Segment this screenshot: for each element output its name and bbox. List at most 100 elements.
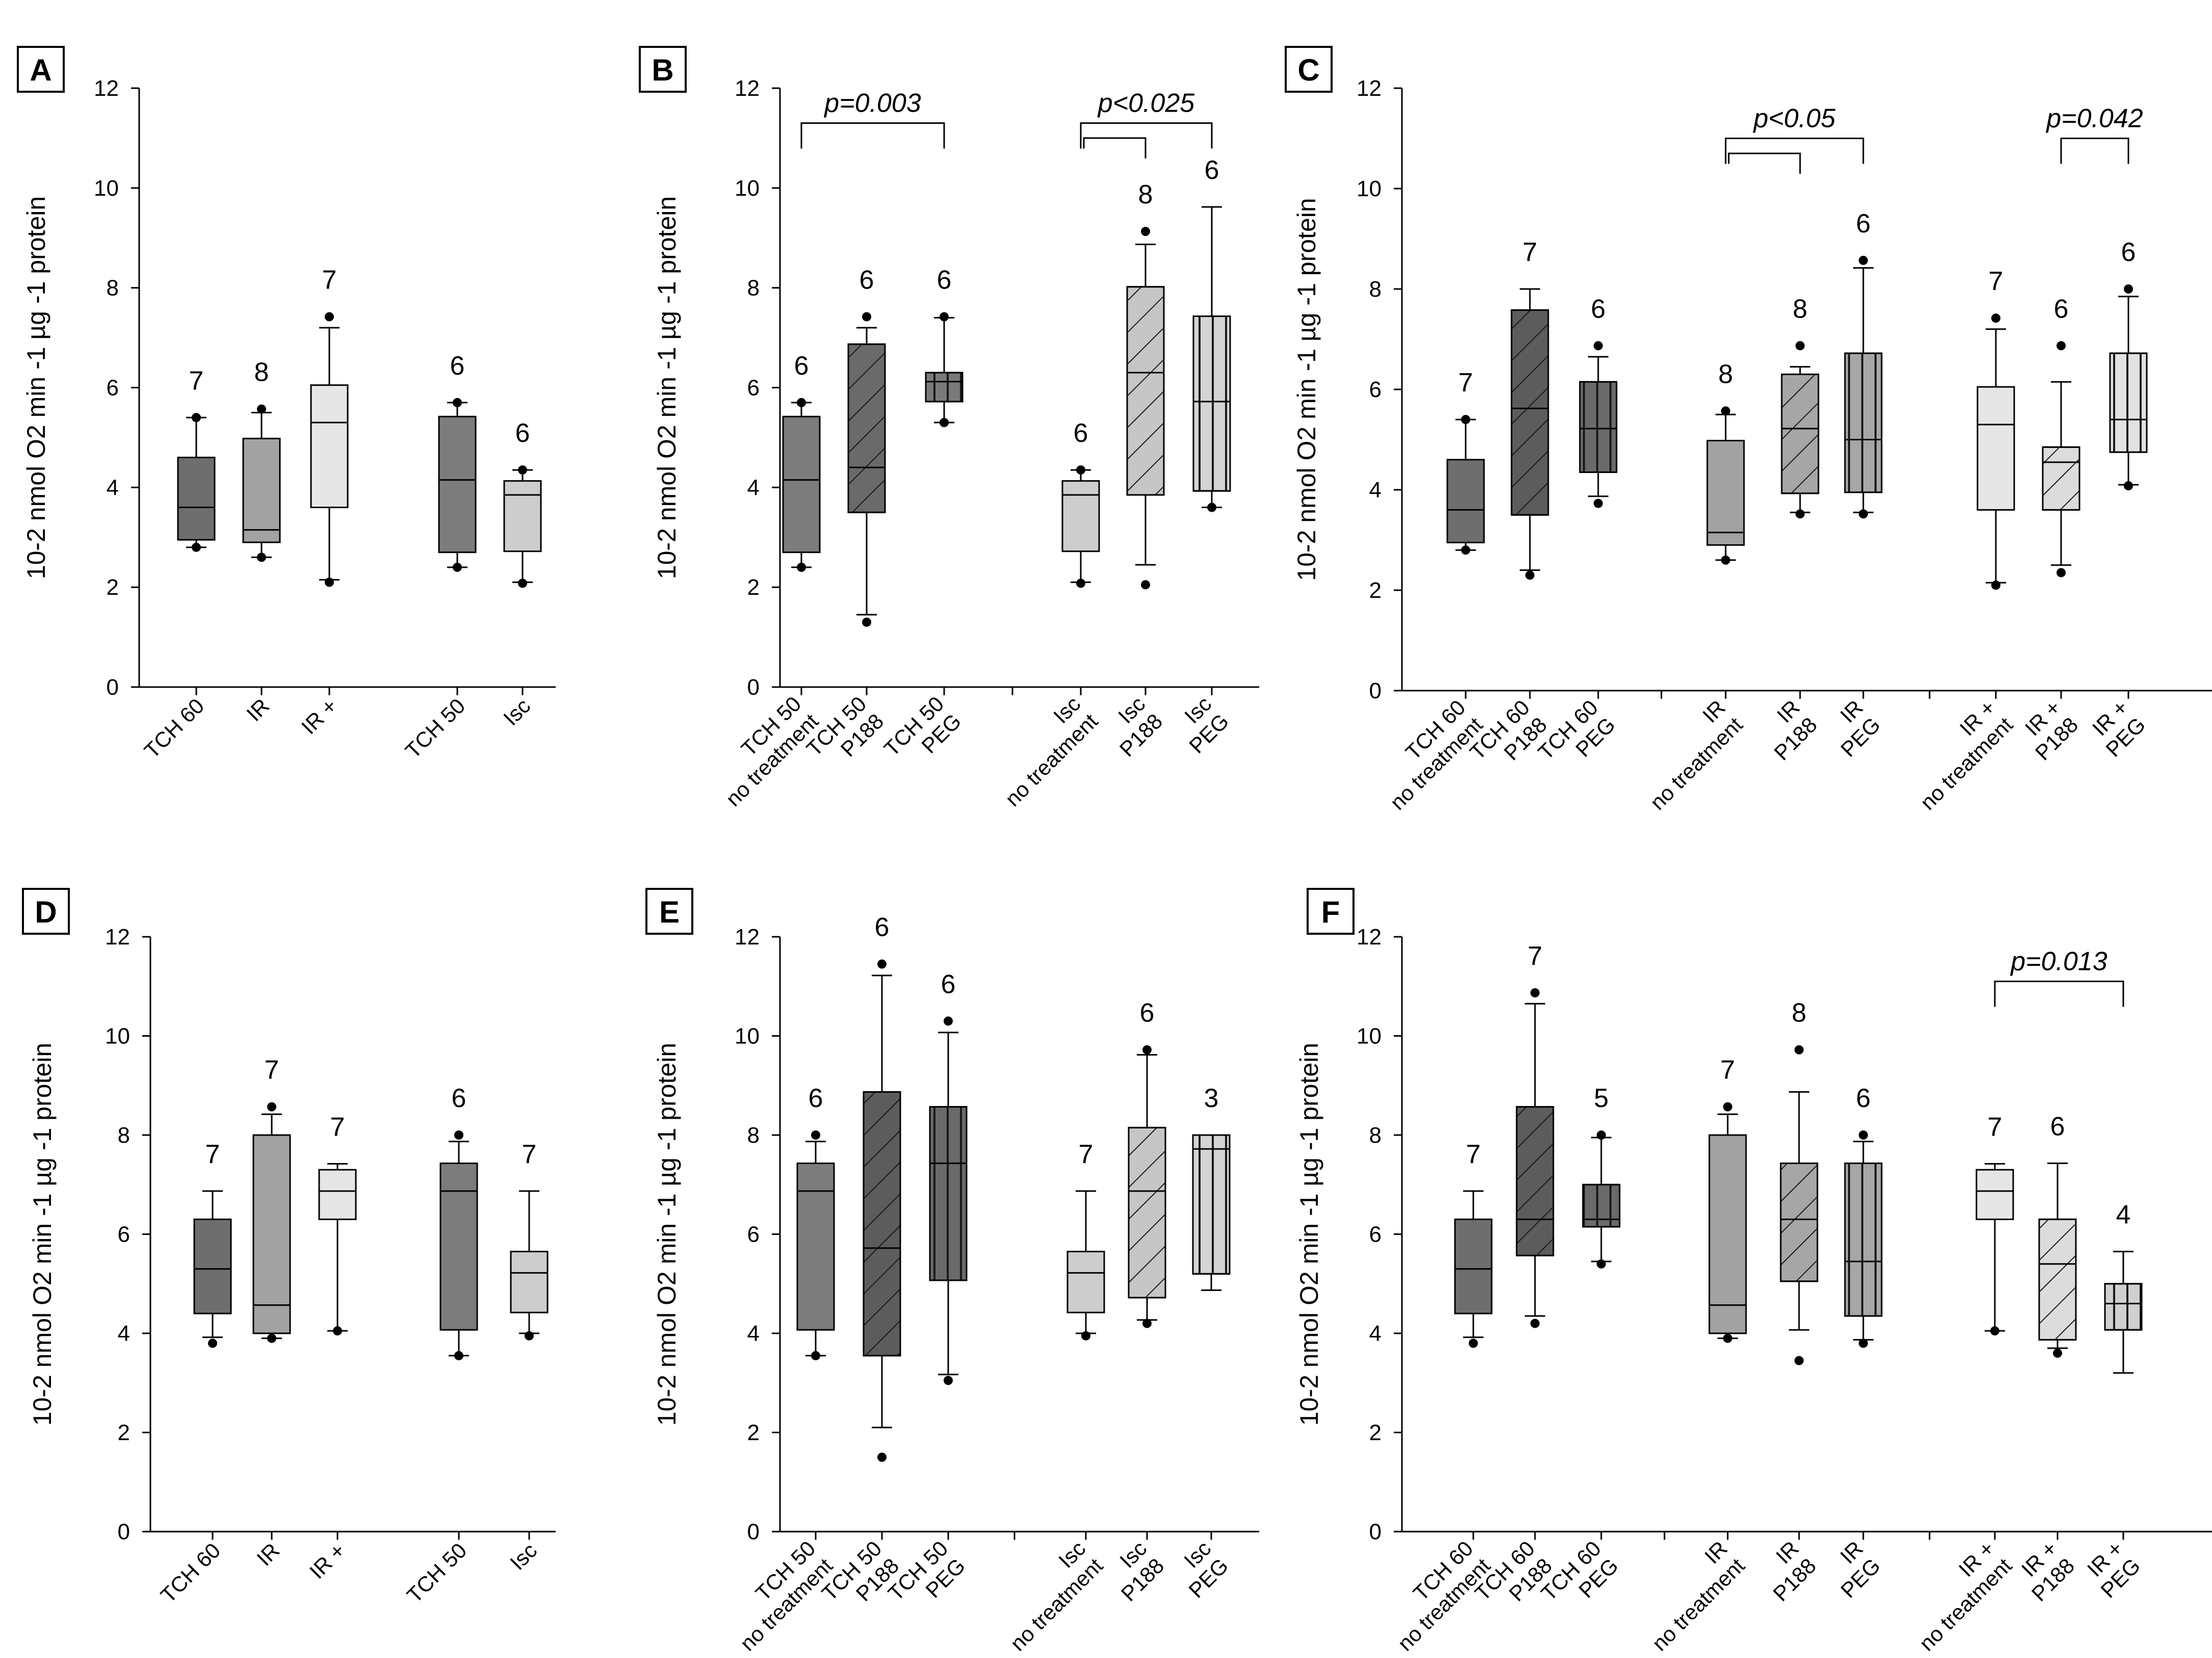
box-2: 7 IR + xyxy=(297,265,349,739)
box-4: 7 Isc xyxy=(505,1140,549,1574)
box-hatch xyxy=(2104,1283,2143,1331)
box-hatch xyxy=(1780,1162,1818,1282)
box-body xyxy=(252,1134,291,1334)
panel-d: D 0 2 4 6 8 10 12 10-2 nmol O2 min -1 µg -1 prot… xyxy=(22,888,556,1608)
p-value-label: p<0.025 xyxy=(1097,89,1195,118)
outlier-point xyxy=(1076,465,1085,475)
y-tick-label: 10 xyxy=(94,176,119,201)
n-label: 7 xyxy=(330,1112,345,1142)
box-3: 7 IRno treatment xyxy=(1647,1056,1749,1655)
n-label: 8 xyxy=(1719,359,1733,389)
outlier-point xyxy=(1594,341,1603,351)
panel-b: B 0 2 4 6 8 10 12 10-2 nmol O2 min -1 µg -1 prot… xyxy=(639,46,1259,811)
n-label: 7 xyxy=(1988,1112,2002,1142)
outlier-point xyxy=(1597,1130,1606,1140)
box-1: 6 TCH 50P188 xyxy=(802,265,888,778)
panel-letter: B xyxy=(652,53,673,87)
category-label-line: IR + xyxy=(297,694,342,739)
box-8: 6 IR +PEG xyxy=(2084,238,2150,761)
panel-c: C 0 2 4 6 8 10 12 10-2 nmol O2 min -1 µg -1 prot… xyxy=(1285,46,2212,814)
bracket-line-inner xyxy=(1083,137,1147,159)
outlier-point xyxy=(1795,509,1805,519)
category-label: TCH 60 xyxy=(156,1538,225,1608)
box-body xyxy=(318,1169,357,1220)
n-label: 7 xyxy=(1459,368,1473,398)
n-label: 8 xyxy=(1792,998,1807,1028)
y-axis-title: 10-2 nmol O2 min -1 µg -1 protein xyxy=(22,196,50,579)
outlier-point xyxy=(208,1338,217,1348)
outlier-point xyxy=(2124,284,2133,294)
bracket-line xyxy=(1725,138,1864,164)
outlier-point xyxy=(1794,1356,1804,1365)
panel-letter-box xyxy=(1307,888,1355,935)
outlier-point xyxy=(1721,406,1730,416)
y-tick-label: 4 xyxy=(747,1321,760,1346)
outlier-point xyxy=(811,1130,820,1140)
box-body xyxy=(1975,1169,2014,1220)
category-label: TCH 50P188 xyxy=(802,692,888,778)
box-4: 6 Isc xyxy=(499,418,542,730)
box-hatch xyxy=(2038,1218,2077,1341)
box-2: 7 IR + xyxy=(305,1112,357,1584)
category-label: TCH 50no treatment xyxy=(718,1536,837,1655)
box-3: 6 Iscno treatment xyxy=(1000,418,1102,811)
n-label: 6 xyxy=(937,265,952,295)
y-tick-label: 2 xyxy=(1369,1420,1382,1445)
outlier-point xyxy=(1721,555,1730,565)
significance-bracket: p=0.013 xyxy=(1994,947,2124,1007)
outlier-point xyxy=(2057,568,2066,577)
category-label: IR +no treatment xyxy=(1897,1536,2016,1655)
outlier-point xyxy=(944,1376,953,1385)
box-hatch xyxy=(2042,446,2080,511)
n-label: 6 xyxy=(1205,155,1219,185)
outlier-point xyxy=(453,398,462,407)
outlier-point xyxy=(1530,988,1540,997)
outlier-point xyxy=(325,577,334,587)
y-tick-label: 0 xyxy=(1369,678,1382,703)
box-hatch xyxy=(1126,286,1165,496)
box-body xyxy=(1061,480,1100,552)
panel-e: E 0 2 4 6 8 10 12 10-2 nmol O2 min -1 µg -1 prot… xyxy=(645,888,1259,1655)
category-label: IR +PEG xyxy=(2084,695,2150,761)
box-1: 8 IR xyxy=(242,358,281,726)
box-4: 8 IRP188 xyxy=(1769,294,1822,765)
category-label: IR + xyxy=(297,694,342,739)
n-label: 7 xyxy=(322,265,337,295)
category-label: IscPEG xyxy=(1167,692,1233,758)
outlier-point xyxy=(940,312,949,322)
box-hatch xyxy=(1582,1183,1621,1228)
outlier-point xyxy=(267,1333,276,1343)
category-label: IscP188 xyxy=(1099,1536,1169,1606)
bracket-line-inner xyxy=(1728,152,1801,174)
category-label: TCH 50 xyxy=(401,694,470,763)
y-tick-label: 6 xyxy=(1369,1222,1382,1247)
box-7: 6 IR +P188 xyxy=(2020,294,2083,765)
p-value-label: p=0.003 xyxy=(823,89,921,118)
box-body xyxy=(796,1162,835,1331)
y-tick-label: 2 xyxy=(747,575,760,600)
bracket-line xyxy=(800,122,945,149)
outlier-point xyxy=(1530,1319,1540,1328)
outlier-point xyxy=(2053,1348,2062,1358)
category-label-line: TCH 60 xyxy=(140,694,209,763)
box-hatch xyxy=(1511,309,1549,516)
category-label: IRPEG xyxy=(1818,695,1885,761)
box-3: 8 IRno treatment xyxy=(1645,359,1747,814)
n-label: 6 xyxy=(452,1084,466,1113)
box-body xyxy=(242,437,281,543)
box-hatch xyxy=(1128,1126,1166,1299)
box-body xyxy=(510,1251,549,1313)
category-label: IR xyxy=(252,1538,284,1570)
n-label: 7 xyxy=(1523,238,1538,267)
y-tick-label: 2 xyxy=(107,575,119,600)
outlier-point xyxy=(797,398,806,407)
box-body xyxy=(1708,1134,1747,1334)
n-label: 5 xyxy=(1594,1084,1609,1113)
n-label: 7 xyxy=(1721,1056,1735,1085)
y-axis-title: 10-2 nmol O2 min -1 µg -1 protein xyxy=(653,1043,681,1426)
y-tick-label: 0 xyxy=(1369,1519,1382,1544)
n-label: 7 xyxy=(522,1140,537,1169)
panel-letter: A xyxy=(30,53,51,87)
box-body xyxy=(1976,386,2015,511)
n-label: 6 xyxy=(1591,294,1606,324)
